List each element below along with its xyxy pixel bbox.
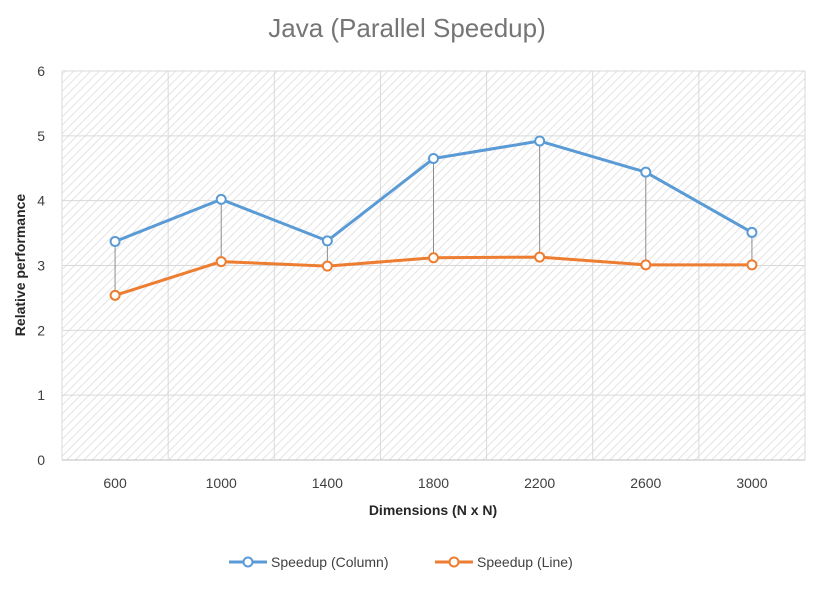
legend-label: Speedup (Line) bbox=[477, 554, 573, 570]
data-point bbox=[321, 260, 333, 272]
x-tick-label: 1400 bbox=[312, 475, 343, 491]
data-point bbox=[428, 153, 439, 165]
data-point bbox=[215, 256, 227, 268]
y-tick-label: 3 bbox=[37, 258, 45, 274]
data-point bbox=[746, 226, 758, 238]
data-point bbox=[534, 251, 546, 263]
x-tick-label: 3000 bbox=[736, 475, 767, 491]
y-tick-label: 4 bbox=[37, 193, 45, 209]
x-tick-label: 1800 bbox=[418, 475, 449, 491]
data-point bbox=[215, 193, 227, 205]
x-ticks: 600 1000 1400 1800 2200 2600 3000 bbox=[103, 475, 767, 491]
y-tick-label: 5 bbox=[37, 128, 45, 144]
x-tick-label: 600 bbox=[103, 475, 127, 491]
y-tick-label: 2 bbox=[37, 322, 45, 338]
y-ticks: 0 1 2 3 4 5 6 bbox=[37, 63, 45, 468]
legend-marker bbox=[448, 556, 460, 568]
data-point bbox=[109, 236, 121, 248]
data-point bbox=[640, 259, 652, 271]
y-tick-label: 0 bbox=[37, 452, 45, 468]
data-point bbox=[109, 289, 121, 301]
legend-marker bbox=[242, 556, 254, 568]
x-axis-label: Dimensions (N x N) bbox=[369, 502, 497, 518]
grid-layer bbox=[61, 70, 806, 461]
data-point bbox=[746, 259, 758, 271]
x-tick-label: 1000 bbox=[206, 475, 237, 491]
data-point bbox=[321, 235, 333, 247]
y-tick-label: 1 bbox=[37, 387, 45, 403]
chart-title: Java (Parallel Speedup) bbox=[268, 13, 546, 43]
x-tick-label: 2600 bbox=[630, 475, 661, 491]
x-tick-label: 2200 bbox=[524, 475, 555, 491]
y-tick-label: 6 bbox=[37, 63, 45, 79]
series-layer bbox=[109, 135, 758, 301]
data-point bbox=[428, 252, 439, 264]
data-point bbox=[640, 166, 652, 178]
legend-label: Speedup (Column) bbox=[271, 554, 389, 570]
legend: Speedup (Column) Speedup (Line) bbox=[229, 554, 573, 570]
y-axis-label: Relative performance bbox=[12, 194, 28, 337]
data-point bbox=[534, 135, 546, 147]
